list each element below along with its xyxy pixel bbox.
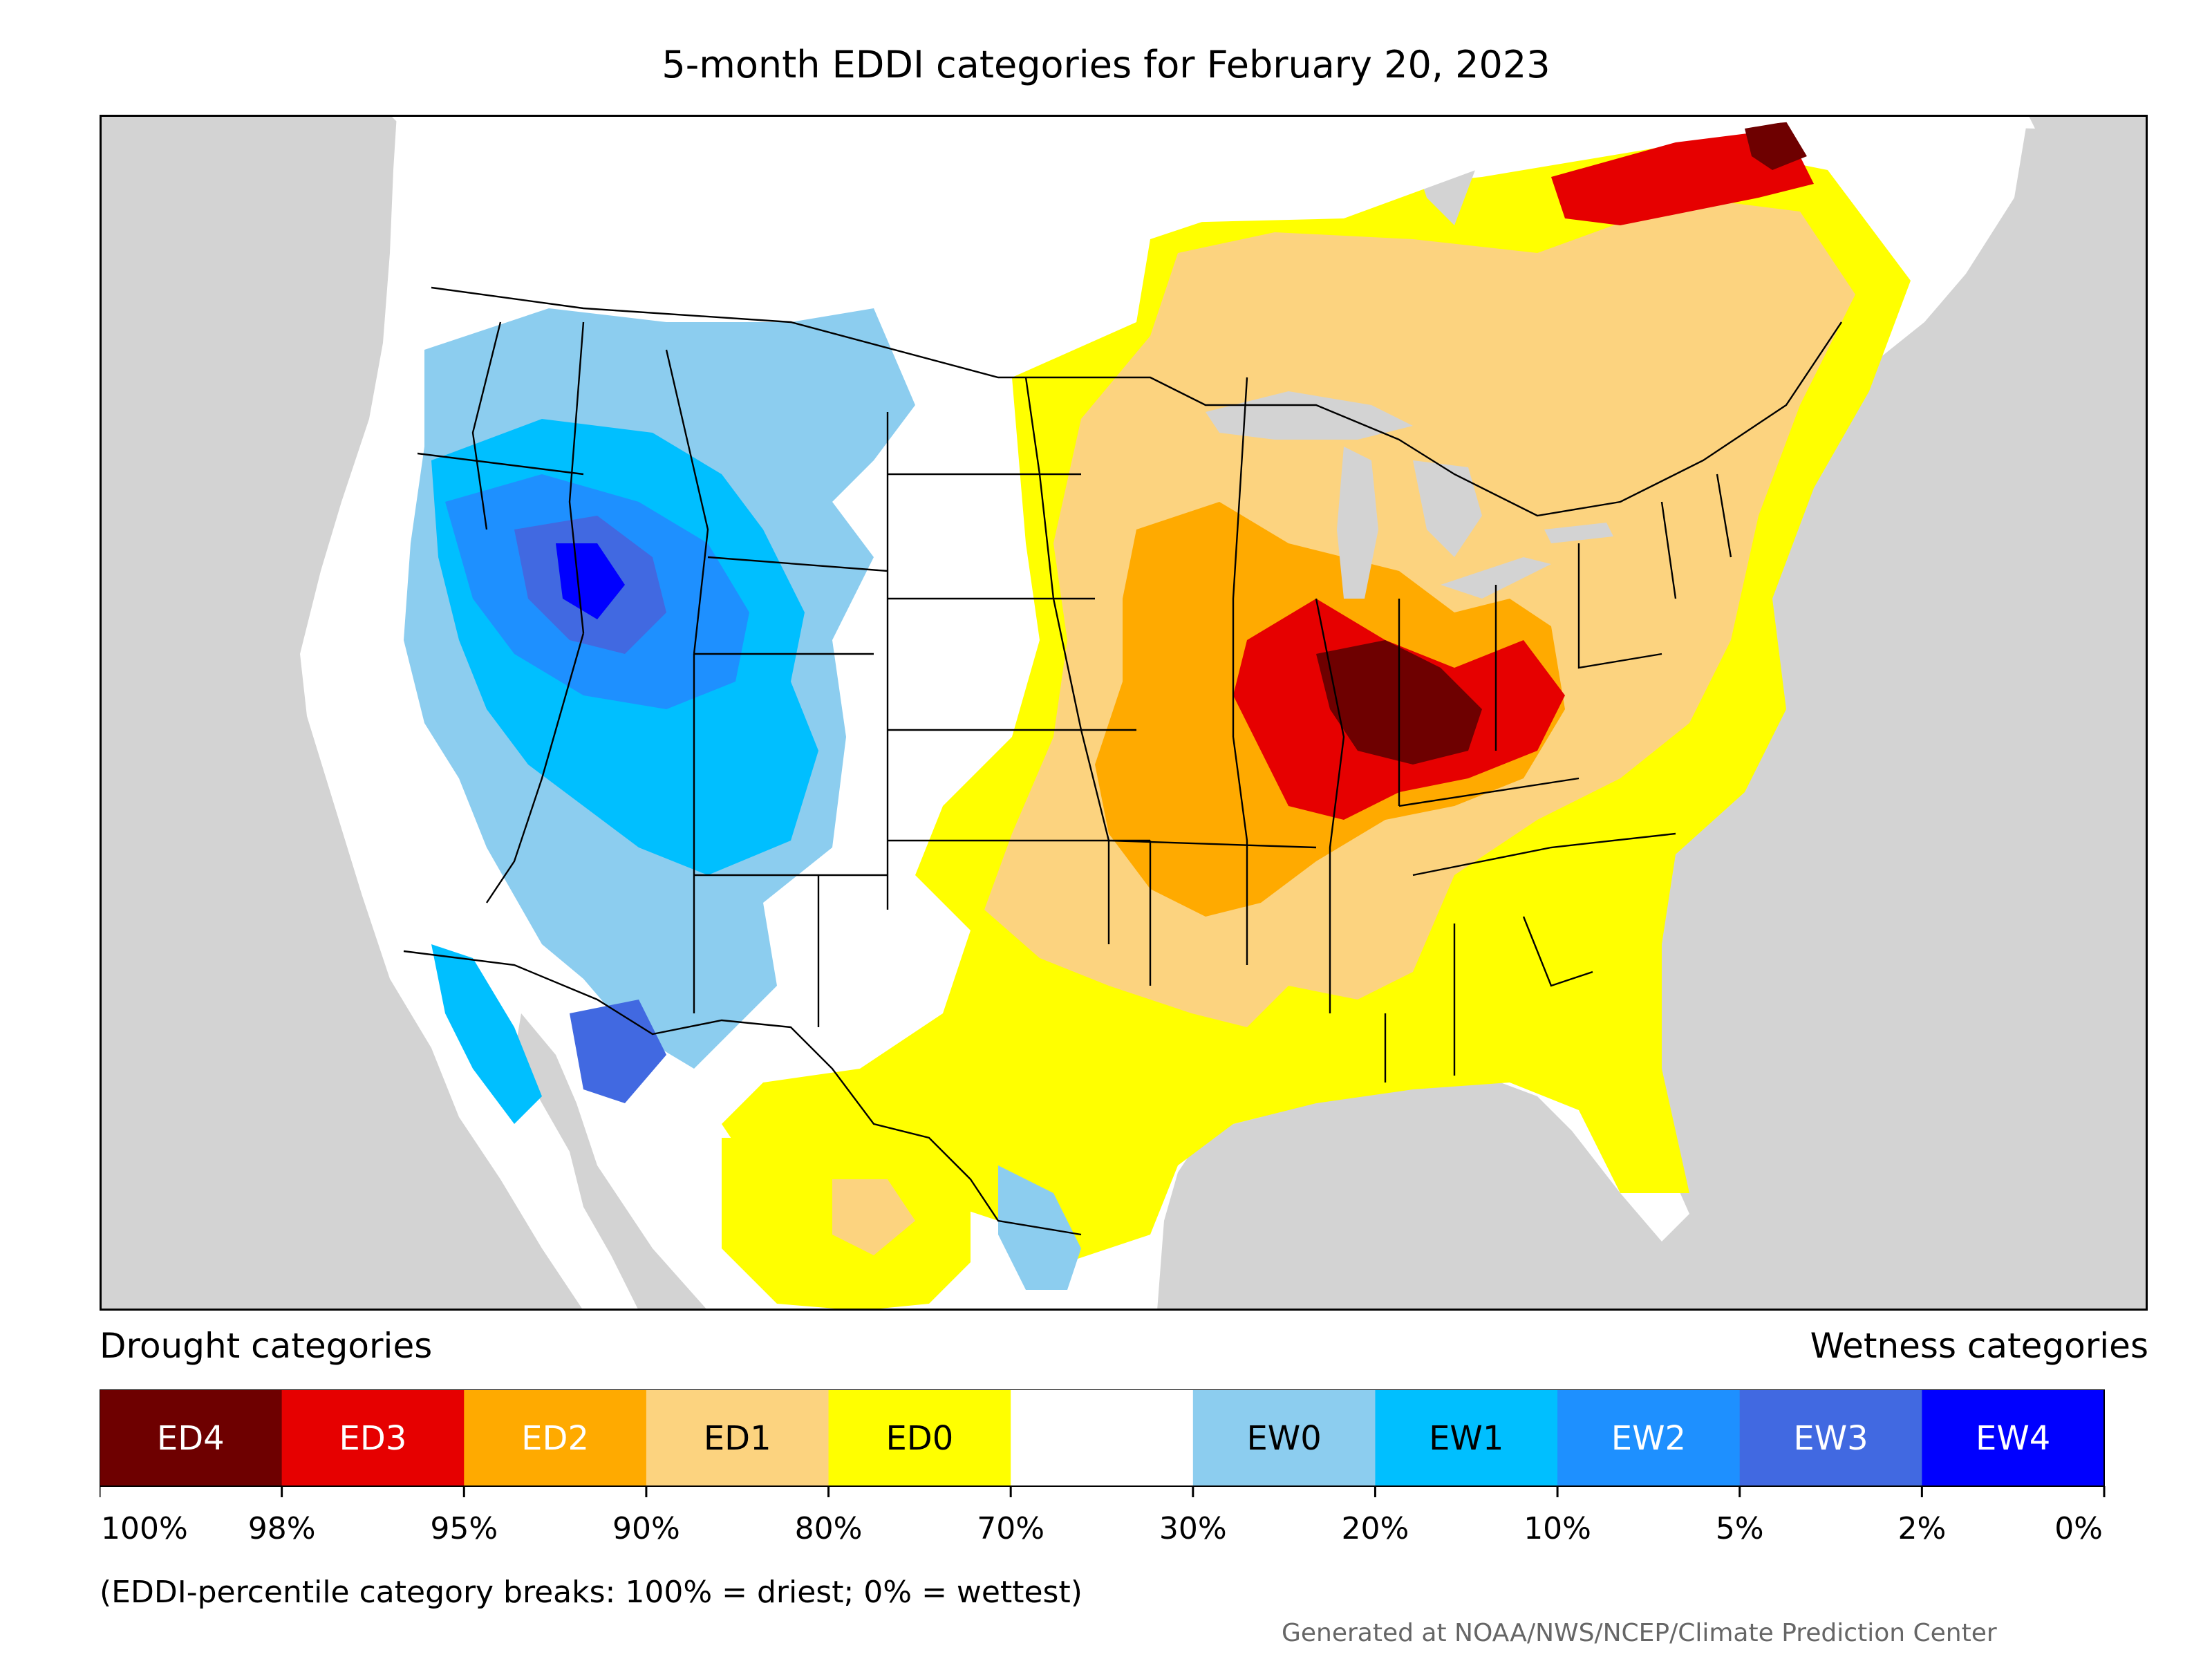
lake-ontario: [1544, 523, 1613, 543]
region-ed4-northeast: [1745, 122, 1807, 170]
colorbar-frame: [100, 1389, 2105, 1487]
state-lines-central: [888, 377, 1317, 986]
legend-label-ew3: EW3: [1793, 1419, 1868, 1458]
map-frame: [100, 115, 2148, 1311]
drought-categories-heading: Drought categories: [100, 1326, 433, 1366]
colorbar-break-label: 70%: [977, 1511, 1044, 1546]
legend-label-ed1: ED1: [704, 1419, 771, 1458]
legend-label-ew2: EW2: [1611, 1419, 1686, 1458]
legend-swatch-ed0: [828, 1389, 1011, 1486]
legend-label-ed2: ED2: [521, 1419, 589, 1458]
legend-swatch-ed2: [464, 1389, 647, 1486]
lake-michigan: [1337, 447, 1378, 599]
eddi-map: [100, 115, 2148, 1311]
colorbar-break-label: 98%: [248, 1511, 316, 1546]
colorbar-break-label: 0%: [2054, 1511, 2103, 1546]
state-lines-east: [1315, 474, 1732, 1082]
legend-swatch-none: [1011, 1389, 1194, 1486]
colorbar-break-label: 5%: [1716, 1511, 1764, 1546]
region-ed3-northeast: [1551, 129, 1814, 225]
lake-superior: [1206, 391, 1413, 440]
region-ed1-texas: [832, 1179, 915, 1255]
legend-swatch-ew1: [1375, 1389, 1558, 1486]
colorbar-break-label: 10%: [1524, 1511, 1591, 1546]
colorbar-break-label: 30%: [1159, 1511, 1227, 1546]
legend-swatch-ed1: [646, 1389, 830, 1486]
legend-swatch-ew4: [1922, 1389, 2105, 1486]
region-ew3-southwest: [570, 1000, 666, 1103]
region-ew1-coast: [431, 944, 542, 1124]
colorbar-break-label: 80%: [795, 1511, 863, 1546]
lake-huron: [1413, 460, 1482, 557]
legend-label-ed3: ED3: [339, 1419, 407, 1458]
colorbar-break-label: 100%: [101, 1511, 188, 1546]
lake-erie: [1441, 557, 1551, 599]
domain-edge-top: [390, 115, 2035, 225]
colorbar-break-label: 90%: [612, 1511, 680, 1546]
legend-swatch-ed4: [100, 1389, 283, 1486]
legend-swatch-ed3: [281, 1389, 465, 1486]
mexico-us-border: [403, 950, 1082, 1236]
legend-label-ed4: ED4: [157, 1419, 225, 1458]
legend-label-ew0: EW0: [1246, 1419, 1321, 1458]
wetness-categories-heading: Wetness categories: [1810, 1326, 2148, 1366]
source-credit: Generated at NOAA/NWS/NCEP/Climate Predi…: [1282, 1619, 1997, 1647]
legend-label-ew4: EW4: [1976, 1419, 2050, 1458]
legend-swatch-ew2: [1557, 1389, 1741, 1486]
map-title: 5-month EDDI categories for February 20,…: [662, 43, 1550, 86]
legend-label-ed0: ED0: [885, 1419, 953, 1458]
legend-swatch-ew3: [1739, 1389, 1922, 1486]
colorbar-break-label: 95%: [430, 1511, 498, 1546]
legend-label-ew1: EW1: [1429, 1419, 1503, 1458]
state-lines-west: [417, 321, 889, 1027]
category-breaks-note: (EDDI-percentile category breaks: 100% =…: [100, 1575, 1082, 1610]
colorbar-break-label: 20%: [1342, 1511, 1409, 1546]
legend-swatch-ew0: [1192, 1389, 1376, 1486]
region-ew4-west: [556, 543, 625, 619]
category-colorbar: ED4 ED3 ED2 ED1 ED0 EW0 EW1 EW2 EW3 EW4 100% 98% 95…: [100, 1389, 2106, 1546]
colorbar-break-label: 2%: [1897, 1511, 1946, 1546]
boundaries: [403, 286, 1842, 1236]
canada-us-border: [431, 286, 1842, 517]
